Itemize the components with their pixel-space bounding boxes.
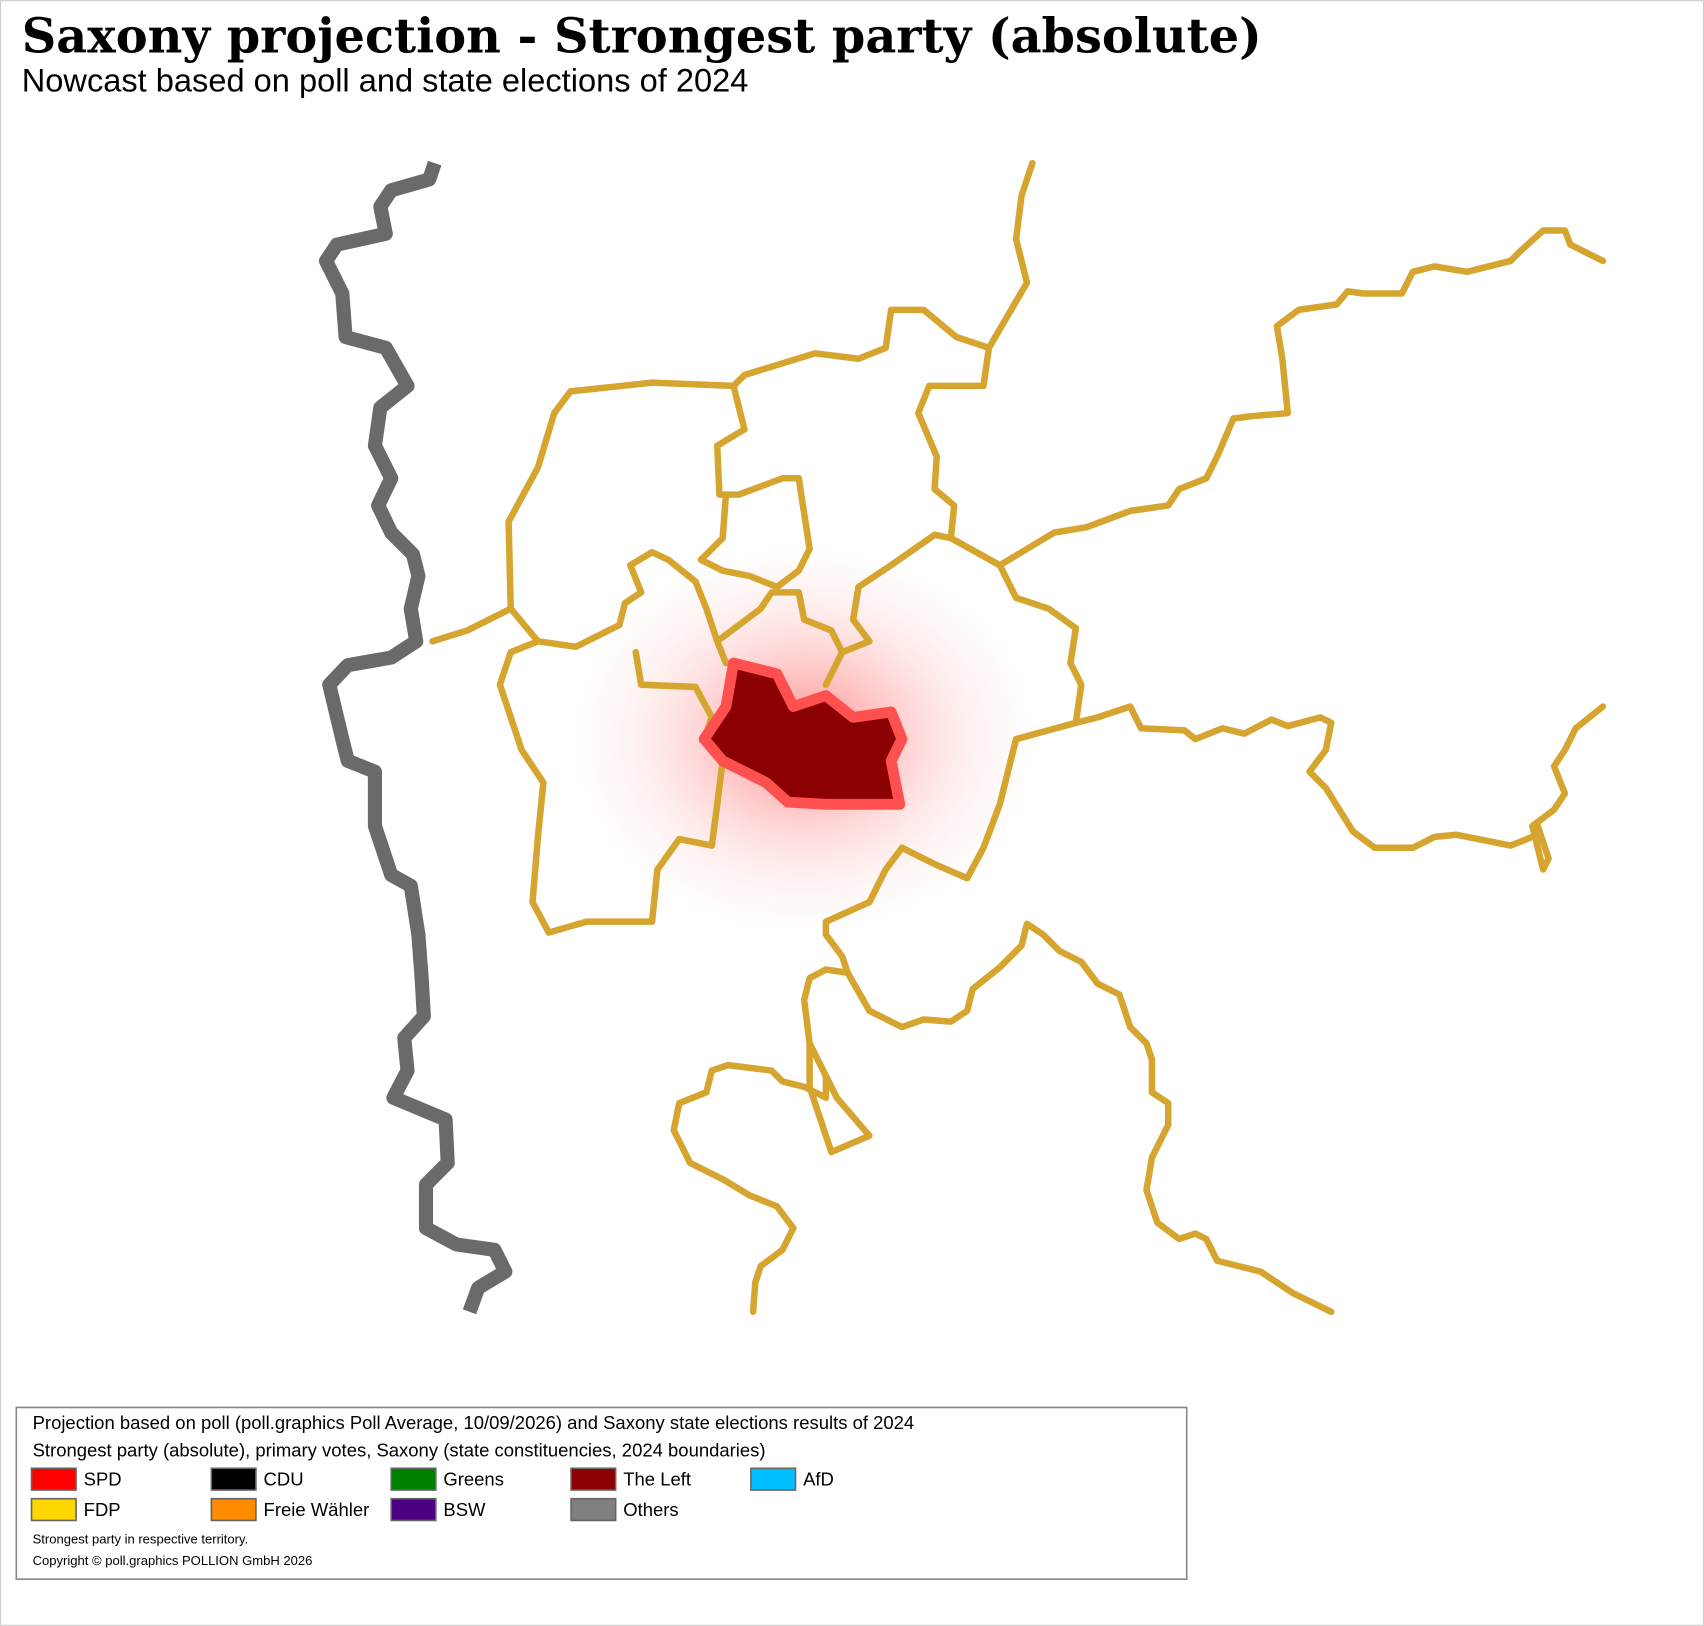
legend-swatch [570, 1467, 617, 1491]
legend-swatch [390, 1497, 437, 1522]
legend-note: Copyright © poll.graphics POLLION GmbH 2… [33, 1553, 313, 1568]
legend: Projection based on poll (poll.graphics … [15, 1406, 1188, 1580]
legend-label: Greens [443, 1469, 504, 1490]
legend-swatch [210, 1497, 257, 1522]
legend-label: Freie Wähler [264, 1499, 370, 1520]
map [318, 159, 1607, 1316]
legend-swatch [750, 1467, 797, 1491]
legend-label: FDP [84, 1499, 121, 1520]
constituency-borders [429, 159, 1607, 1316]
river [318, 160, 513, 1315]
legend-swatch [570, 1497, 617, 1522]
highlight-region [698, 657, 908, 810]
legend-label: The Left [623, 1469, 691, 1490]
legend-swatch [390, 1467, 437, 1491]
legend-swatch [30, 1497, 77, 1522]
legend-swatch [210, 1467, 257, 1491]
legend-label: Others [623, 1499, 678, 1520]
legend-swatch [30, 1467, 77, 1491]
legend-label: BSW [443, 1499, 486, 1520]
title: Saxony projection - Strongest party (abs… [22, 8, 1262, 64]
legend-line: Strongest party (absolute), primary vote… [33, 1439, 766, 1460]
legend-label: SPD [84, 1469, 122, 1490]
legend-box [15, 1406, 1188, 1580]
legend-line: Projection based on poll (poll.graphics … [33, 1412, 915, 1433]
legend-label: CDU [264, 1469, 304, 1490]
subtitle: Nowcast based on poll and state election… [22, 61, 749, 98]
legend-note: Strongest party in respective territory. [33, 1531, 249, 1546]
legend-label: AfD [803, 1469, 834, 1490]
